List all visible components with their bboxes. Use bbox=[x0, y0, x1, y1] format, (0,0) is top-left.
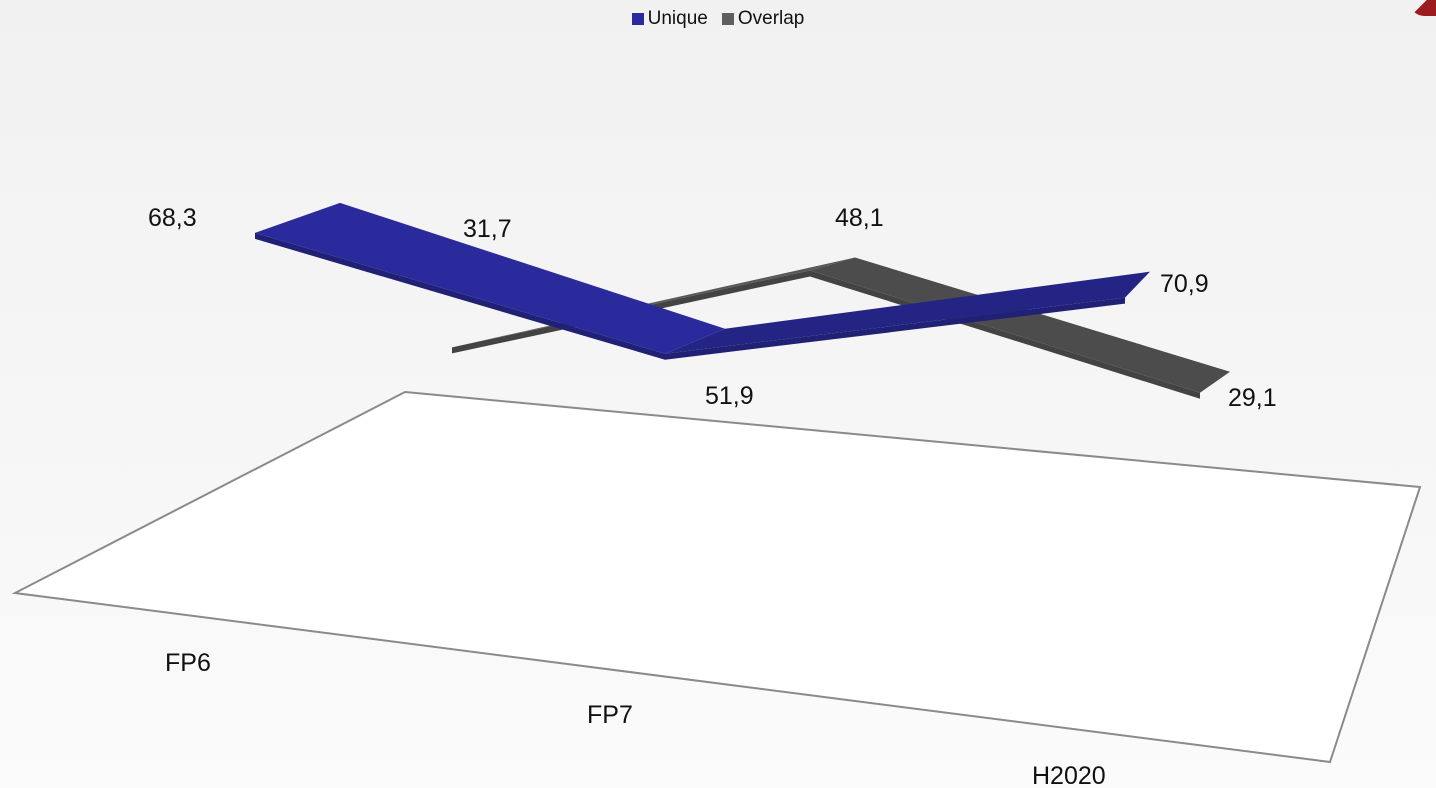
overlap-segment-0 bbox=[452, 257, 855, 348]
category-label-h2020: H2020 bbox=[1032, 762, 1106, 788]
unique-segment-edge-1 bbox=[665, 297, 1125, 360]
category-label-fp6: FP6 bbox=[165, 649, 211, 677]
legend-swatch-overlap bbox=[721, 13, 734, 25]
chart-floor bbox=[11, 390, 1422, 764]
unique-segment-1 bbox=[665, 271, 1150, 354]
data-label-unique-fp7: 48,1 bbox=[835, 204, 884, 232]
data-label-unique-h2020: 70,9 bbox=[1160, 270, 1209, 298]
data-labels: 68,3 48,1 70,9 31,7 51,9 29,1 bbox=[148, 204, 1277, 412]
series-unique bbox=[255, 202, 1150, 360]
unique-segment-edge-0 bbox=[255, 232, 665, 360]
legend-label-unique: Unique bbox=[647, 8, 708, 29]
overlap-segment-edge-1 bbox=[810, 270, 1200, 399]
brand-corner-mark bbox=[1410, 0, 1436, 16]
unique-segment-0 bbox=[255, 202, 725, 354]
legend-item-overlap[interactable]: Overlap bbox=[721, 8, 805, 30]
legend-item-unique[interactable]: Unique bbox=[631, 8, 708, 30]
category-axis: FP6 FP7 H2020 bbox=[165, 649, 1106, 788]
data-label-overlap-h2020: 29,1 bbox=[1228, 384, 1277, 412]
data-label-unique-fp6: 68,3 bbox=[148, 204, 197, 232]
chart-legend: Unique Overlap bbox=[0, 8, 1436, 30]
data-label-overlap-fp6: 31,7 bbox=[463, 215, 512, 243]
legend-swatch-unique bbox=[631, 13, 644, 25]
legend-label-overlap: Overlap bbox=[737, 8, 805, 29]
category-label-fp7: FP7 bbox=[587, 701, 633, 729]
overlap-segment-1 bbox=[810, 257, 1230, 393]
data-label-overlap-fp7: 51,9 bbox=[705, 382, 754, 410]
